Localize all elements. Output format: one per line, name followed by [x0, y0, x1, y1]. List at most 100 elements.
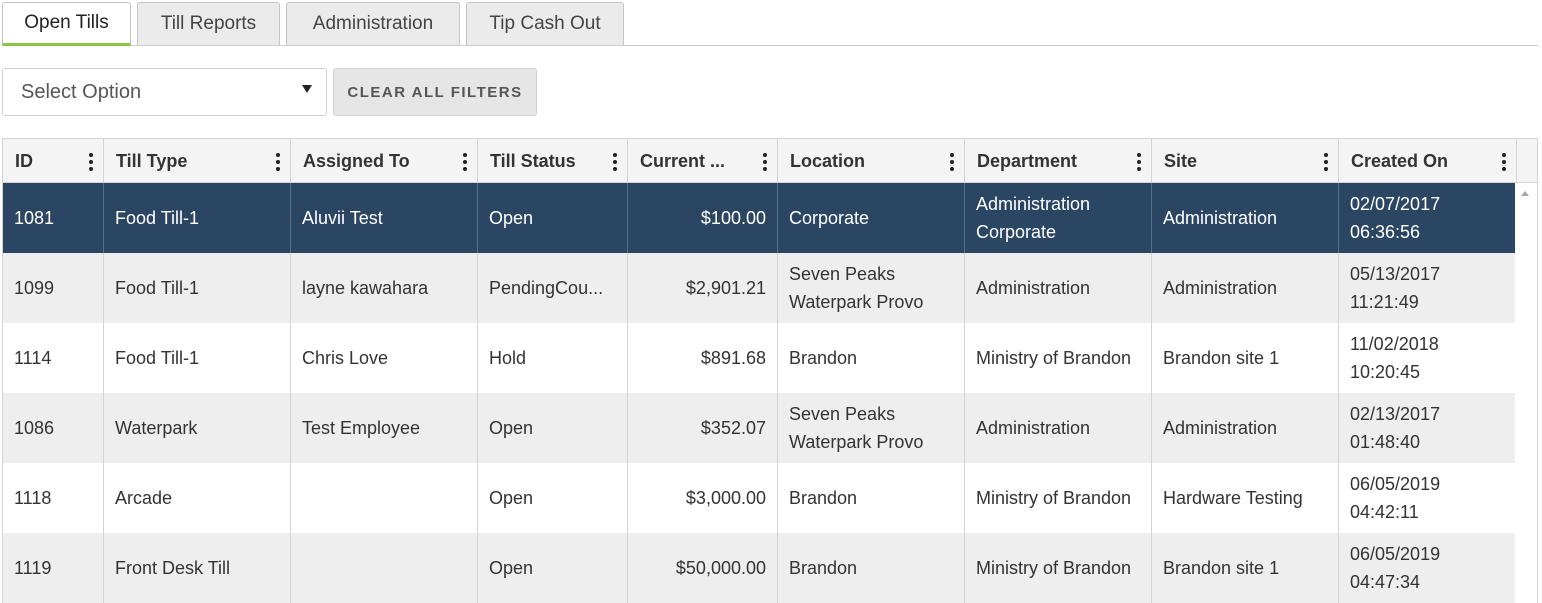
cell-assigned-to [291, 463, 478, 533]
cell-till-type: Front Desk Till [104, 533, 291, 603]
clear-all-filters-button[interactable]: CLEAR ALL FILTERS [333, 68, 537, 116]
header-label: Department [977, 150, 1078, 171]
cell-till-status: Open [478, 463, 628, 533]
cell-site: Brandon site 1 [1152, 533, 1339, 603]
cell-till-type: Food Till-1 [104, 183, 291, 253]
cell-assigned-to: Chris Love [291, 323, 478, 393]
cell-assigned-to [291, 533, 478, 603]
cell-till-status: Open [478, 393, 628, 463]
header-label: Current ... [640, 150, 726, 171]
cell-site: Brandon site 1 [1152, 323, 1339, 393]
cell-location: Corporate [778, 183, 965, 253]
vertical-scrollbar[interactable] [1515, 183, 1537, 603]
cell-assigned-to: Test Employee [291, 393, 478, 463]
cell-site: Administration [1152, 253, 1339, 323]
cell-till-type: Arcade [104, 463, 291, 533]
table-row[interactable]: 1099 Food Till-1 layne kawahara PendingCou.… [3, 253, 1517, 323]
table-row[interactable]: 1086 Waterpark Test Employee Open $352.07 Sev… [3, 393, 1517, 463]
cell-department: Administration [965, 393, 1152, 463]
cell-id: 1114 [3, 323, 104, 393]
table-row[interactable]: 1119 Front Desk Till Open $50,000.00 Brandon… [3, 533, 1517, 603]
header-label: Location [790, 150, 865, 171]
table-row[interactable]: 1114 Food Till-1 Chris Love Hold $891.68 Bran… [3, 323, 1517, 393]
header-col-created-on[interactable]: Created On [1339, 139, 1517, 183]
filter-select[interactable]: Select Option [2, 68, 327, 116]
column-menu-icon[interactable] [1137, 153, 1141, 171]
header-col-till-type[interactable]: Till Type [104, 139, 291, 183]
cell-current: $352.07 [628, 393, 778, 463]
cell-id: 1119 [3, 533, 104, 603]
cell-till-status: PendingCou... [478, 253, 628, 323]
cell-department: Ministry of Brandon [965, 533, 1152, 603]
header-label: ID [15, 150, 33, 171]
column-menu-icon[interactable] [89, 153, 93, 171]
tab-bar: Open Tills Till Reports Administration T… [2, 2, 1538, 46]
table-row[interactable]: 1118 Arcade Open $3,000.00 Brandon Ministry o… [3, 463, 1517, 533]
cell-site: Administration [1152, 393, 1339, 463]
cell-department: Ministry of Brandon [965, 323, 1152, 393]
cell-till-type: Food Till-1 [104, 253, 291, 323]
cell-created-on: 11/02/2018 10:20:45 [1339, 323, 1517, 393]
header-label: Site [1164, 150, 1198, 171]
column-menu-icon[interactable] [1324, 153, 1328, 171]
column-menu-icon[interactable] [950, 153, 954, 171]
header-col-till-status[interactable]: Till Status [478, 139, 628, 183]
column-menu-icon[interactable] [613, 153, 617, 171]
scroll-up-arrow-icon[interactable] [1521, 191, 1529, 196]
cell-till-type: Food Till-1 [104, 323, 291, 393]
filter-select-value: Select Option [21, 80, 142, 103]
header-col-assigned-to[interactable]: Assigned To [291, 139, 478, 183]
cell-department: Administration [965, 253, 1152, 323]
caret-down-icon [302, 85, 312, 93]
cell-assigned-to: Aluvii Test [291, 183, 478, 253]
column-menu-icon[interactable] [276, 153, 280, 171]
cell-department: Ministry of Brandon [965, 463, 1152, 533]
cell-created-on: 02/07/2017 06:36:56 [1339, 183, 1517, 253]
cell-location: Brandon [778, 533, 965, 603]
header-label: Till Type [116, 150, 188, 171]
cell-current: $50,000.00 [628, 533, 778, 603]
header-label: Till Status [490, 150, 576, 171]
tab-till-reports[interactable]: Till Reports [137, 2, 280, 45]
header-col-location[interactable]: Location [778, 139, 965, 183]
header-label: Assigned To [303, 150, 410, 171]
cell-location: Brandon [778, 323, 965, 393]
column-menu-icon[interactable] [1502, 153, 1506, 171]
cell-created-on: 06/05/2019 04:42:11 [1339, 463, 1517, 533]
cell-site: Hardware Testing [1152, 463, 1339, 533]
header-col-id[interactable]: ID [3, 139, 104, 183]
cell-assigned-to: layne kawahara [291, 253, 478, 323]
table-row[interactable]: 1081 Food Till-1 Aluvii Test Open $100.00 Cor… [3, 183, 1517, 253]
tab-administration[interactable]: Administration [286, 2, 460, 45]
cell-created-on: 02/13/2017 01:48:40 [1339, 393, 1517, 463]
tab-open-tills[interactable]: Open Tills [2, 2, 131, 46]
cell-id: 1099 [3, 253, 104, 323]
cell-created-on: 05/13/2017 11:21:49 [1339, 253, 1517, 323]
cell-till-status: Hold [478, 323, 628, 393]
cell-id: 1086 [3, 393, 104, 463]
header-col-current[interactable]: Current ... [628, 139, 778, 183]
cell-location: Brandon [778, 463, 965, 533]
tills-grid: ID Till Type Assigned To Till Status Current… [2, 138, 1538, 603]
cell-site: Administration [1152, 183, 1339, 253]
tab-tip-cash-out[interactable]: Tip Cash Out [466, 2, 624, 45]
cell-location: Seven Peaks Waterpark Provo [778, 253, 965, 323]
cell-till-type: Waterpark [104, 393, 291, 463]
cell-department: Administration Corporate [965, 183, 1152, 253]
cell-id: 1081 [3, 183, 104, 253]
header-col-department[interactable]: Department [965, 139, 1152, 183]
cell-id: 1118 [3, 463, 104, 533]
column-menu-icon[interactable] [763, 153, 767, 171]
header-label: Created On [1351, 150, 1449, 171]
cell-current: $3,000.00 [628, 463, 778, 533]
column-menu-icon[interactable] [463, 153, 467, 171]
header-col-site[interactable]: Site [1152, 139, 1339, 183]
cell-till-status: Open [478, 183, 628, 253]
cell-created-on: 06/05/2019 04:47:34 [1339, 533, 1517, 603]
cell-current: $891.68 [628, 323, 778, 393]
cell-location: Seven Peaks Waterpark Provo [778, 393, 965, 463]
cell-current: $2,901.21 [628, 253, 778, 323]
grid-header: ID Till Type Assigned To Till Status Current… [3, 139, 1537, 183]
cell-current: $100.00 [628, 183, 778, 253]
cell-till-status: Open [478, 533, 628, 603]
